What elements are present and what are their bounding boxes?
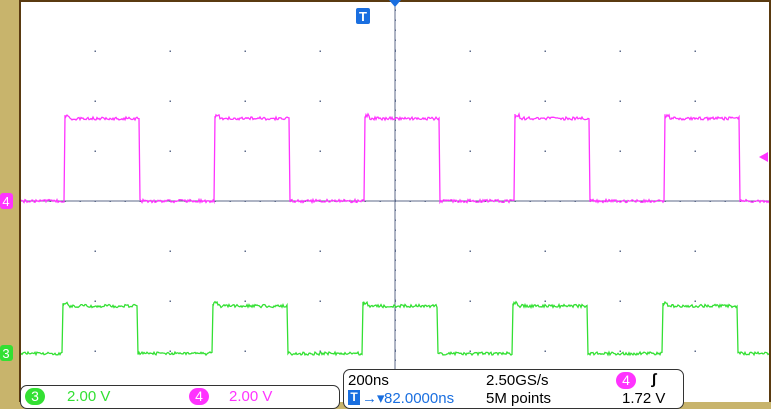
ch3-badge[interactable]: 3	[25, 388, 45, 405]
graticule-dot	[320, 101, 322, 103]
graticule-dot	[620, 51, 622, 53]
graticule-dot	[95, 251, 97, 253]
graticule-dot	[245, 151, 247, 153]
graticule-dot	[695, 151, 697, 153]
delay-arrow-icon: →▾	[362, 389, 385, 407]
graticule-dot	[170, 101, 172, 103]
graticule-dot	[620, 101, 622, 103]
trigger-delay[interactable]: 82.0000ns	[384, 390, 454, 407]
graticule-dot	[245, 101, 247, 103]
graticule-dot	[545, 151, 547, 153]
trigger-delay-icon: T	[348, 390, 360, 405]
graticule-dot	[245, 251, 247, 253]
sample-rate: 2.50GS/s	[486, 372, 549, 389]
graticule-dot	[320, 51, 322, 53]
timebase[interactable]: 200ns	[348, 372, 389, 389]
graticule-dot	[170, 251, 172, 253]
graticule-dot	[545, 101, 547, 103]
graticule-dot	[170, 301, 172, 303]
graticule-dot	[470, 301, 472, 303]
graticule-dot	[545, 51, 547, 53]
graticule-dot	[695, 351, 697, 353]
ch4-badge[interactable]: 4	[189, 388, 209, 405]
graticule-dot	[95, 351, 97, 353]
ch4-scale[interactable]: 2.00 V	[229, 388, 272, 405]
graticule-dot	[470, 351, 472, 353]
graticule-dot	[320, 301, 322, 303]
graticule-dot	[245, 51, 247, 53]
graticule-dot	[95, 301, 97, 303]
graticule-dot	[620, 251, 622, 253]
trigger-level[interactable]: 1.72 V	[622, 390, 665, 407]
graticule-dot	[695, 51, 697, 53]
graticule-dot	[320, 251, 322, 253]
graticule-dot	[545, 351, 547, 353]
ch4-marker-label: 4	[2, 194, 9, 209]
graticule-dot	[320, 351, 322, 353]
graticule-dot	[95, 51, 97, 53]
record-length: 5M points	[486, 390, 551, 407]
ch3-marker-label: 3	[2, 346, 9, 361]
graticule-dot	[95, 151, 97, 153]
graticule-dot	[545, 301, 547, 303]
graticule-dot	[320, 151, 322, 153]
graticule-dot	[545, 251, 547, 253]
graticule-dot	[470, 151, 472, 153]
graticule-dot	[170, 351, 172, 353]
graticule-dot	[95, 101, 97, 103]
graticule-dot	[620, 151, 622, 153]
ch3-scale[interactable]: 2.00 V	[67, 388, 110, 405]
graticule-dot	[470, 251, 472, 253]
graticule-dot	[170, 51, 172, 53]
graticule-dot	[620, 351, 622, 353]
horizontal-trigger-panel: 200ns 2.50GS/s 4 ∫ T →▾ 82.0000ns 5M poi…	[343, 369, 684, 409]
graticule-dot	[695, 301, 697, 303]
graticule-dot	[470, 51, 472, 53]
graticule-dot	[620, 301, 622, 303]
channel-scale-panel: 3 2.00 V 4 2.00 V	[20, 385, 340, 409]
trigger-source-badge[interactable]: 4	[616, 372, 636, 389]
graticule-dot	[470, 101, 472, 103]
graticule-dot	[695, 101, 697, 103]
graticule-dot	[695, 251, 697, 253]
trigger-t-label: T	[359, 9, 367, 24]
graticule-dot	[245, 301, 247, 303]
graticule-dot	[170, 151, 172, 153]
graticule-dot	[245, 351, 247, 353]
rising-edge-icon[interactable]: ∫	[652, 371, 656, 388]
